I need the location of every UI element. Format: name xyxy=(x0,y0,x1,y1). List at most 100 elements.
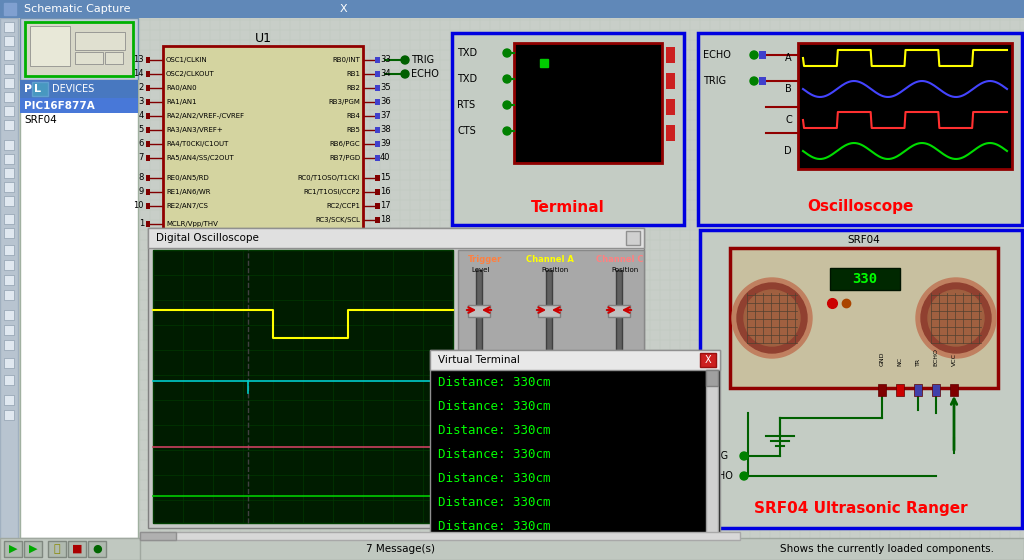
Text: RE0/AN5/RD: RE0/AN5/RD xyxy=(166,175,209,181)
Text: Oscilloscope: Oscilloscope xyxy=(807,199,913,214)
Bar xyxy=(698,33,1022,225)
Text: ■: ■ xyxy=(72,544,82,554)
Bar xyxy=(626,231,640,245)
Text: P: P xyxy=(24,84,32,94)
Text: RA4/T0CKI/C1OUT: RA4/T0CKI/C1OUT xyxy=(166,141,228,147)
Text: 40: 40 xyxy=(380,153,390,162)
Text: CTS: CTS xyxy=(457,126,476,136)
Text: C+D: C+D xyxy=(608,427,624,433)
Bar xyxy=(88,541,106,557)
Text: ECHO: ECHO xyxy=(705,471,733,481)
Circle shape xyxy=(401,56,409,64)
Circle shape xyxy=(592,466,620,494)
Text: DC: DC xyxy=(610,389,620,394)
Text: RC0/T1OSO/T1CKI: RC0/T1OSO/T1CKI xyxy=(298,175,360,181)
Bar xyxy=(48,541,66,557)
Text: Position: Position xyxy=(611,267,638,273)
Circle shape xyxy=(750,77,758,85)
Bar xyxy=(375,71,380,77)
Bar xyxy=(932,384,940,396)
Text: RE2/AN7/CS: RE2/AN7/CS xyxy=(166,203,208,209)
Text: Distance: 330cm: Distance: 330cm xyxy=(438,423,551,436)
Bar xyxy=(4,340,14,350)
Bar xyxy=(146,113,150,119)
Text: A+B: A+B xyxy=(538,427,553,433)
Bar xyxy=(706,370,718,550)
Text: RB1: RB1 xyxy=(346,71,360,77)
Text: RB5: RB5 xyxy=(346,127,360,133)
Text: AC: AC xyxy=(540,377,549,382)
Circle shape xyxy=(916,278,996,358)
Text: 3: 3 xyxy=(138,97,144,106)
Circle shape xyxy=(921,283,991,353)
Bar xyxy=(4,78,14,88)
Bar xyxy=(706,370,718,386)
Bar xyxy=(463,459,471,467)
Text: AC: AC xyxy=(610,377,618,382)
Text: TXD: TXD xyxy=(457,74,477,84)
Text: RC4/SDI/SDA: RC4/SDI/SDA xyxy=(315,231,360,237)
Bar xyxy=(375,113,380,119)
Bar xyxy=(608,305,630,317)
Text: OSC2/CLKOUT: OSC2/CLKOUT xyxy=(166,71,215,77)
Circle shape xyxy=(503,49,511,57)
Bar xyxy=(538,305,560,317)
Text: ECHO: ECHO xyxy=(934,348,939,366)
Bar xyxy=(4,106,14,116)
Bar xyxy=(146,127,150,133)
Bar xyxy=(146,221,150,227)
Text: Position: Position xyxy=(541,267,568,273)
Text: DC: DC xyxy=(540,389,549,394)
Bar xyxy=(896,384,904,396)
Circle shape xyxy=(928,290,984,346)
Text: 16: 16 xyxy=(380,188,390,197)
Circle shape xyxy=(578,452,634,508)
Bar xyxy=(616,270,622,370)
Bar xyxy=(32,82,48,96)
Bar xyxy=(4,410,14,420)
Circle shape xyxy=(740,452,748,460)
Text: RB0/INT: RB0/INT xyxy=(332,57,360,63)
Bar xyxy=(25,22,133,76)
Bar xyxy=(4,22,14,32)
Bar xyxy=(4,395,14,405)
Text: TRIG: TRIG xyxy=(703,76,726,86)
Text: Distance: 330cm: Distance: 330cm xyxy=(438,399,551,413)
Bar xyxy=(514,43,662,163)
Text: NC: NC xyxy=(897,357,902,366)
Text: RB7/PGD: RB7/PGD xyxy=(329,155,360,161)
Bar xyxy=(546,270,552,370)
Bar xyxy=(759,51,766,59)
Text: U1: U1 xyxy=(255,31,271,44)
Bar xyxy=(375,57,380,63)
Text: Trigger: Trigger xyxy=(468,255,502,264)
Circle shape xyxy=(503,101,511,109)
Bar xyxy=(4,290,14,300)
Bar xyxy=(4,182,14,192)
Text: PIC16F877A: PIC16F877A xyxy=(24,101,95,111)
Bar xyxy=(140,532,740,540)
Text: RA0/AN0: RA0/AN0 xyxy=(166,85,197,91)
Bar xyxy=(4,214,14,224)
Circle shape xyxy=(499,466,527,494)
Text: Terminal: Terminal xyxy=(531,199,605,214)
Bar xyxy=(4,358,14,368)
Circle shape xyxy=(503,127,511,135)
Bar xyxy=(146,85,150,91)
Bar xyxy=(430,350,720,550)
Bar xyxy=(146,155,150,161)
Bar xyxy=(375,245,380,251)
Bar xyxy=(830,268,900,290)
Text: Channel A: Channel A xyxy=(526,255,573,264)
Text: RB2: RB2 xyxy=(346,85,360,91)
Text: 18: 18 xyxy=(380,216,390,225)
Text: L: L xyxy=(34,84,41,94)
Bar xyxy=(666,47,675,63)
Text: ▶: ▶ xyxy=(29,544,37,554)
Circle shape xyxy=(401,70,409,78)
Text: AC: AC xyxy=(470,377,478,382)
Bar xyxy=(4,64,14,74)
Text: 8: 8 xyxy=(138,174,144,183)
Bar xyxy=(4,168,14,178)
Text: Channel C: Channel C xyxy=(596,255,643,264)
